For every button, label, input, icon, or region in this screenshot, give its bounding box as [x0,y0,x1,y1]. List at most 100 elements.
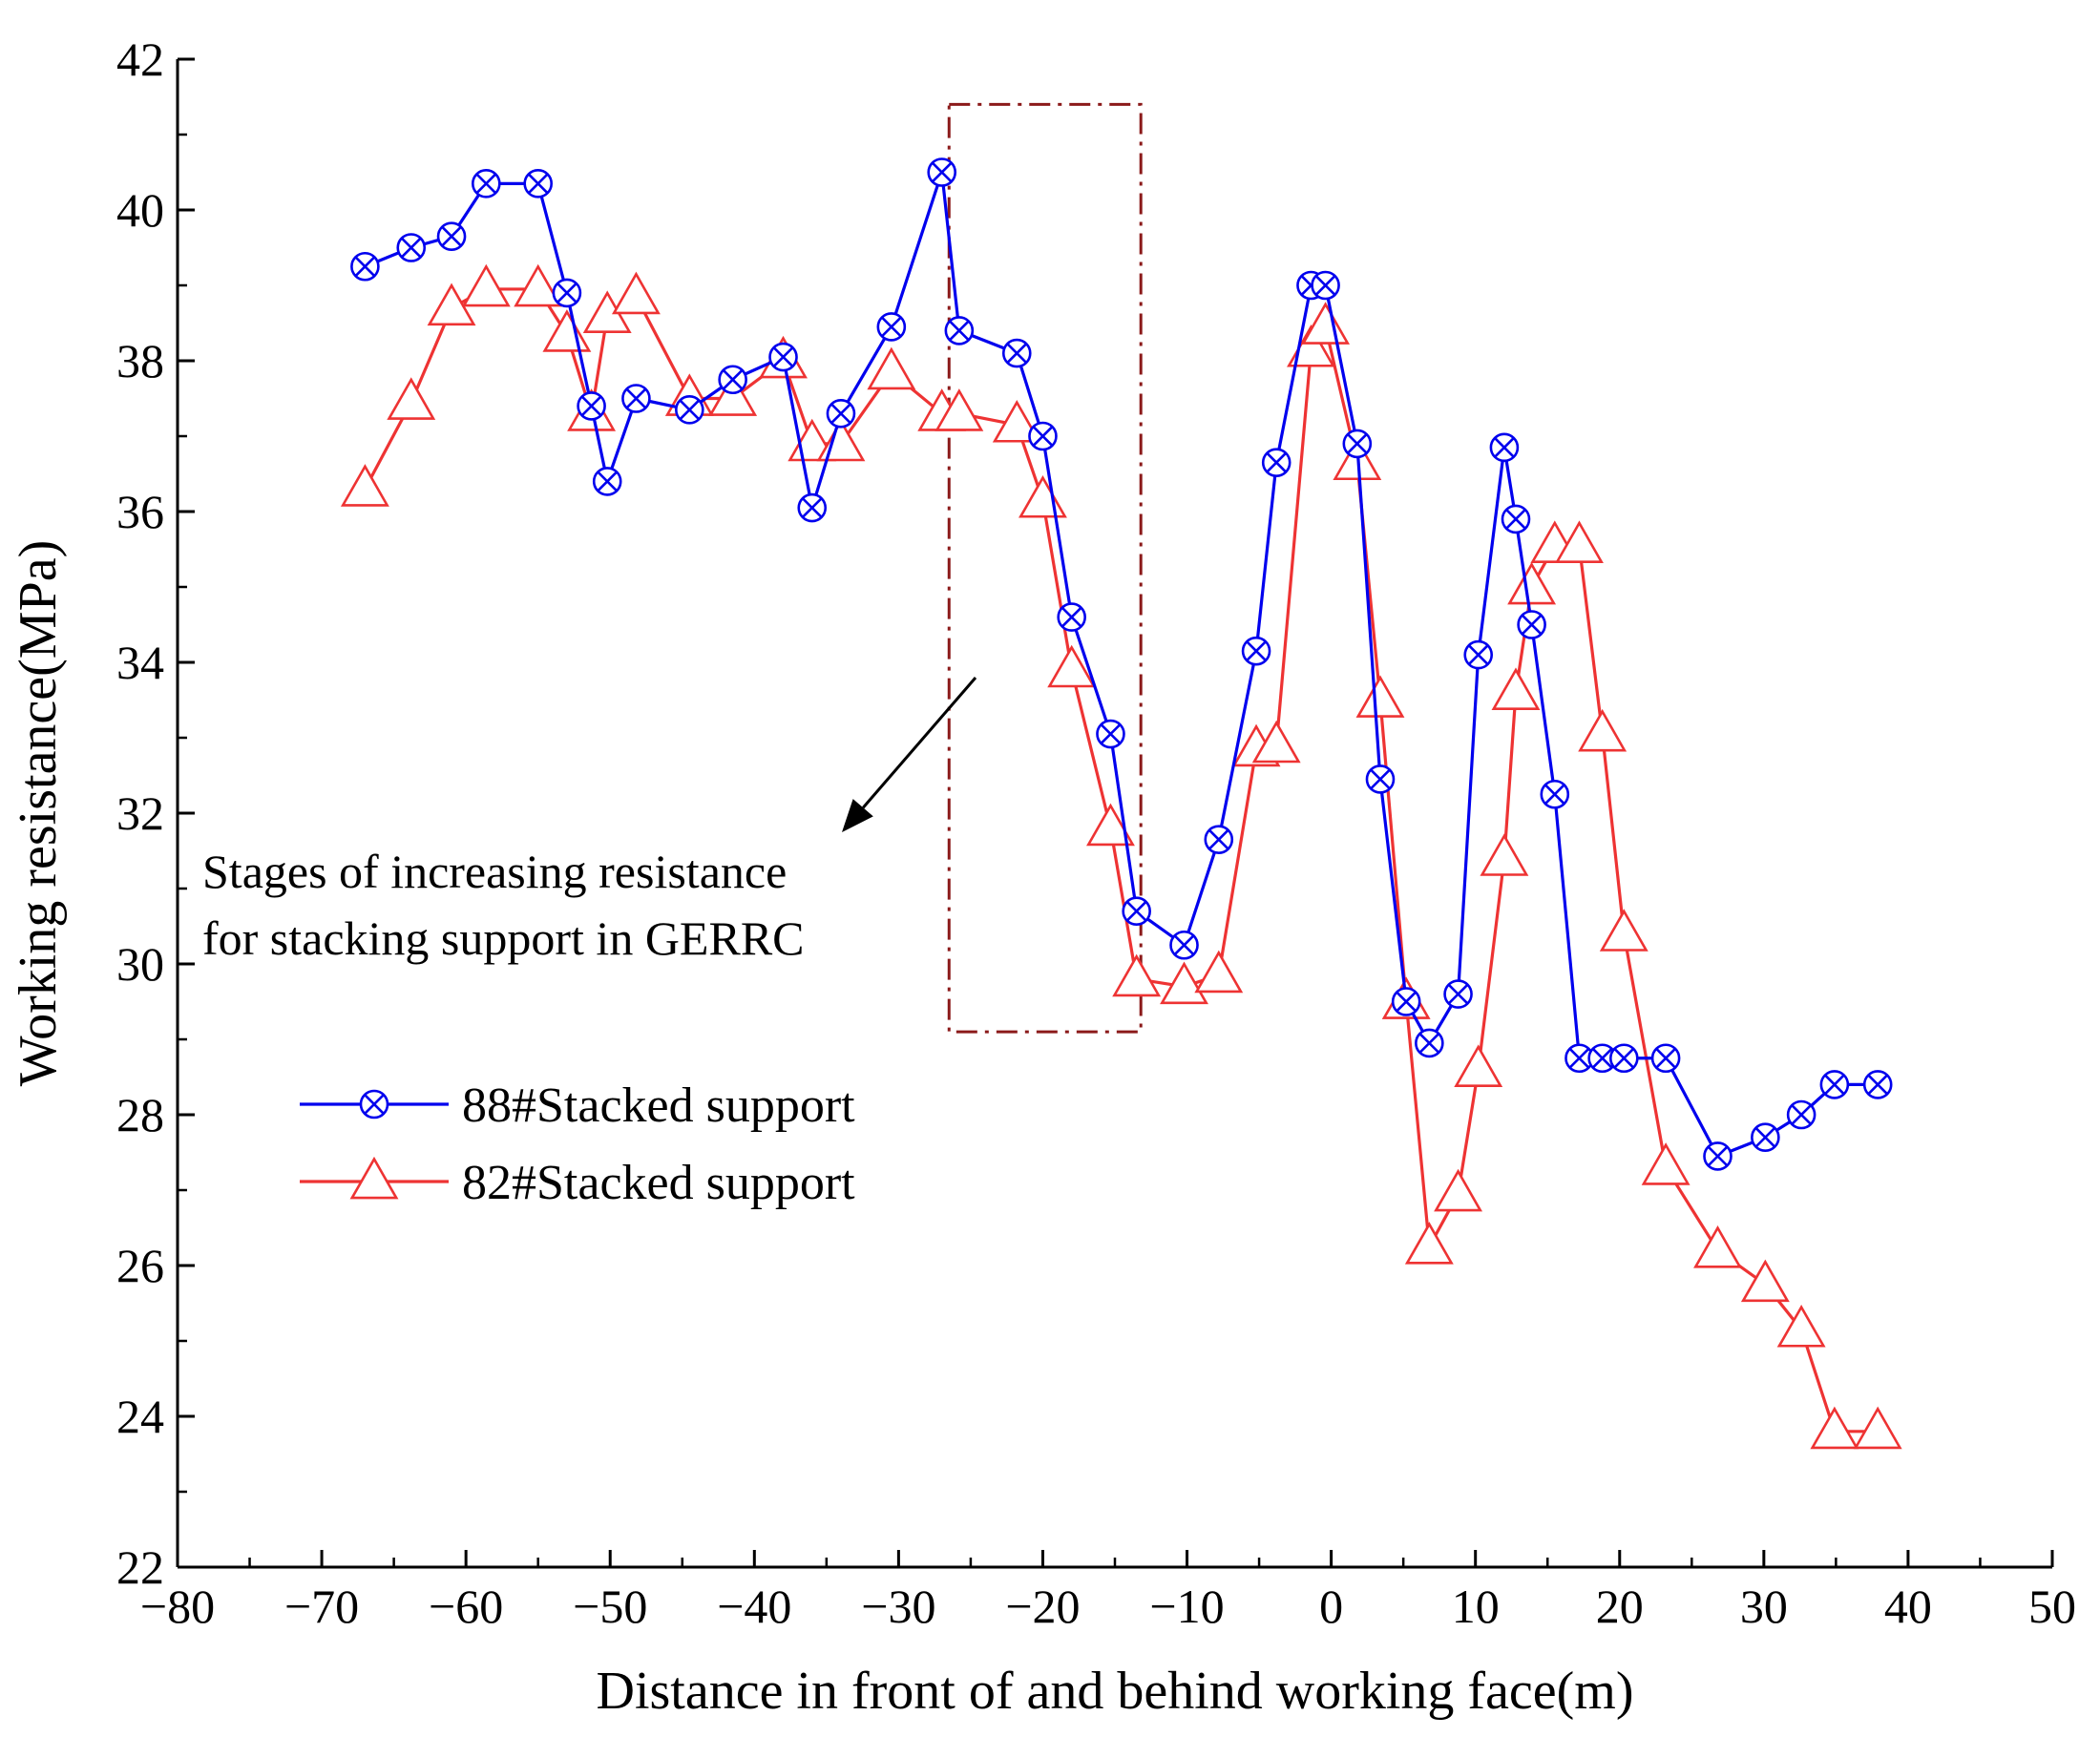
triangle-marker [1160,961,1208,1005]
triangle-marker [1355,675,1405,718]
triangle-marker [992,399,1041,443]
marker-cross-b [1060,606,1082,628]
circle-x-marker [359,1089,389,1120]
circle-x-marker [1311,270,1340,301]
circle-x-marker [876,312,907,342]
triangle-marker [349,1156,399,1200]
triangle-marker [461,263,511,307]
circle-x-marker [1609,1043,1639,1074]
marker-cross-b [625,387,647,409]
circle-x-marker [1862,1070,1893,1099]
marker-cross-b [881,316,902,338]
marker-cross-b [1655,1048,1676,1069]
marker-cross-b [1173,934,1195,955]
circle-x-marker [1169,930,1199,960]
annotation: Stages of increasing resistance for stac… [202,677,977,965]
triangle-marker [1404,1222,1454,1265]
circle-x-marker [523,169,553,199]
marker-cross-b [1396,991,1417,1013]
triangle-marker [1810,1406,1859,1450]
series-markers [350,157,1893,1171]
marker-cross-b [1208,828,1229,850]
triangle-marker [1301,302,1351,345]
marker-cross-b [475,173,497,195]
circle-x-marker [621,384,651,413]
circle-x-marker [1241,636,1271,666]
marker-cross-b [1707,1145,1729,1167]
marker-cross-b [1591,1048,1613,1069]
x-tick-label: −80 [140,1580,215,1633]
marker-cross-b [1521,614,1543,636]
circle-x-marker [826,398,856,429]
series-82 [340,263,1902,1450]
y-tick-label: 30 [116,937,164,991]
x-axis-title: Distance in front of and behind working … [597,1662,1634,1721]
marker-cross-b [597,471,618,492]
y-axis-title: Working resistance(MPa) [9,540,68,1086]
triangle-marker [1641,1142,1690,1185]
x-axis-ticks: −80 −70 −60 −50 −40 −30 −20 −10 0 10 20 30 40 50 [140,1550,2076,1633]
y-tick-label: 40 [116,183,164,237]
marker-cross-b [1467,644,1489,665]
series-88 [350,157,1893,1171]
marker-cross-b [931,161,953,183]
marker-cross-b [1791,1104,1812,1125]
x-tick-label: −30 [861,1580,935,1633]
triangle-marker [340,464,389,507]
marker-cross-b [1505,509,1526,530]
triangle-marker [1086,803,1135,847]
marker-cross-b [949,320,970,342]
annotation-text-line-1: Stages of increasing resistance [202,845,787,898]
circle-x-marker [944,316,975,345]
triangle-marker [1491,667,1541,711]
highlight-region-box [947,102,1143,1034]
marker-cross-b [830,403,851,425]
y-tick-label: 24 [116,1390,164,1443]
circle-x-marker [1415,1028,1444,1058]
y-tick-label: 26 [116,1239,164,1292]
annotation-arrow-head [842,799,873,832]
triangle-marker [1555,520,1604,563]
marker-cross-b [441,225,462,247]
triangle-marker [427,283,476,326]
circle-x-marker [552,278,582,308]
triangle-marker [1018,474,1067,518]
marker-cross-b [802,497,823,518]
series-markers [340,263,1902,1450]
circle-x-marker [927,157,957,187]
circle-x-marker [1204,825,1234,854]
circle-x-marker [1751,1122,1780,1152]
circle-x-marker [1489,432,1520,463]
x-tick-label: −60 [429,1580,503,1633]
x-tick-label: −50 [573,1580,647,1633]
circle-x-marker [768,342,798,372]
triangle-marker [1454,1044,1503,1087]
x-tick-label: −20 [1005,1580,1080,1633]
triangle-marker [1693,1225,1742,1268]
marker-cross-b [556,283,578,303]
marker-cross-b [1347,433,1368,454]
circle-x-marker [350,251,380,282]
circle-x-marker [1786,1099,1816,1130]
circle-x-marker [1122,896,1151,927]
legend-label-88: 88#Stacked support [462,1078,855,1133]
triangle-marker [387,377,436,420]
circle-x-marker [1057,602,1086,632]
marker-cross-b [1418,1033,1440,1054]
triangle-marker [1112,953,1162,997]
circle-x-marker [1261,448,1292,477]
x-tick-label: 40 [1884,1580,1932,1633]
triangle-marker [934,388,984,431]
triangle-marker [514,263,563,307]
x-tick-label: −10 [1149,1580,1224,1633]
legend-item-82: 82#Stacked support [300,1156,855,1210]
triangle-marker [1194,950,1244,994]
triangle-marker [708,373,758,416]
legend-label-82: 82#Stacked support [462,1156,855,1210]
marker-cross-b [1006,343,1027,364]
marker-cross-b [527,173,549,195]
circle-x-marker [396,233,427,262]
marker-cross-b [1314,275,1336,296]
circle-x-marker [1001,338,1032,368]
triangle-marker [1480,833,1529,876]
